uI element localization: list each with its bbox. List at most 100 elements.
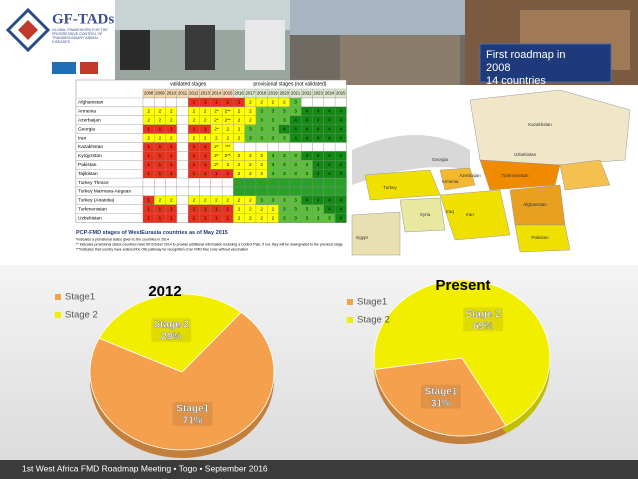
stage-value: 2	[170, 135, 173, 140]
stage-value: 2	[260, 215, 263, 220]
stage-value: 4	[317, 126, 320, 131]
stage-cell	[199, 186, 211, 197]
stage-value: 2	[193, 135, 196, 140]
stage-cell	[233, 177, 245, 188]
stage-cell	[221, 177, 234, 188]
stage-cell	[176, 195, 189, 205]
year-header: 2008	[144, 91, 154, 96]
slice-label-value: 69%	[473, 321, 493, 332]
stage-value: 1	[147, 144, 150, 149]
slice	[374, 357, 507, 437]
stage-cell	[267, 142, 279, 152]
legend-swatch	[347, 317, 353, 323]
stage-value: 3	[283, 215, 286, 220]
stage-value: 1	[204, 144, 207, 149]
legend-swatch	[55, 294, 61, 300]
stage-value: 1	[238, 100, 241, 105]
stage-cell	[221, 186, 234, 197]
stage-value: 2	[249, 198, 252, 203]
stage-value: 4	[306, 198, 309, 203]
country-name: Azerbaijan	[78, 118, 101, 124]
country-name: Turkey Marmara-Aegean	[78, 189, 131, 195]
stage-cell	[176, 213, 189, 223]
stage-cell	[154, 177, 166, 188]
stage-value: 2	[260, 206, 263, 211]
stage-value: 4	[306, 109, 309, 114]
stage-value: 2	[215, 135, 218, 140]
stage-value: 4	[317, 109, 320, 114]
stage-value: 3	[272, 135, 275, 140]
stage-value: 1	[147, 215, 150, 220]
stage-value: 3	[249, 126, 252, 131]
stage-value: 1	[159, 144, 162, 149]
stage-value: 2	[249, 206, 252, 211]
slice-label-bg	[420, 384, 461, 409]
stage-cell	[323, 177, 336, 188]
stage-value: 1	[193, 126, 196, 131]
stage-value: 3	[294, 215, 297, 220]
stage-value: 4	[328, 117, 331, 122]
stage-cell	[267, 186, 279, 197]
stage-value: 3	[272, 153, 275, 158]
stage-value: 1	[193, 162, 196, 167]
country-name: Armenia	[78, 109, 96, 115]
stage-cell	[278, 177, 291, 188]
stage-value: 2	[238, 109, 241, 114]
stage-value: 4	[328, 198, 331, 203]
stage-value: 1	[204, 171, 207, 176]
map-label: Pakistan	[531, 235, 549, 240]
stage-value: 1	[170, 162, 173, 167]
stage-cell	[323, 97, 336, 108]
stage-value: 2**	[225, 117, 231, 122]
stage-cell	[244, 142, 257, 152]
stage-value: 3	[283, 171, 286, 176]
country-name: Turkey Thrace	[78, 180, 109, 186]
stage-value: 3	[283, 109, 286, 114]
stage-cell	[176, 106, 189, 116]
year-header: 2025	[336, 91, 346, 96]
stage-cell	[289, 177, 302, 188]
stage-cell	[210, 177, 223, 188]
stage-value: 4	[317, 117, 320, 122]
stage-value: 3	[272, 126, 275, 131]
stage-cell	[301, 186, 313, 197]
stage-cell	[165, 186, 178, 197]
year-header: 2017	[246, 91, 256, 96]
stage-value: 3	[306, 162, 309, 167]
stage-value: 1	[204, 162, 207, 167]
stage-value: 4	[328, 153, 331, 158]
stage-cell	[334, 177, 347, 188]
stage-value: 1	[204, 100, 207, 105]
stage-value: 2	[193, 109, 196, 114]
table-caption: PCP-FMD stages of WestEurasia countries …	[76, 230, 228, 236]
footer-text: 1st West Africa FMD Roadmap Meeting • To…	[22, 463, 268, 473]
stage-cell	[176, 160, 189, 170]
stage-value: 2	[283, 100, 286, 105]
slice-label-bg	[172, 401, 213, 426]
stage-value: 3	[272, 171, 275, 176]
year-header: 2022	[302, 91, 312, 96]
year-header: 2018	[257, 91, 267, 96]
stage-value: 2	[249, 117, 252, 122]
year-header: 2021	[291, 91, 301, 96]
stage-value: 4	[317, 198, 320, 203]
stage-value: 4	[339, 135, 342, 140]
country-name: Turkey (Anatolia)	[78, 198, 115, 204]
stage-value: 4	[294, 126, 297, 131]
slice-label-name: Stage1	[425, 386, 458, 397]
stage-value: 1	[159, 215, 162, 220]
stage-value: 1	[204, 126, 207, 131]
slice-label-bg	[151, 318, 192, 343]
stage-cell	[188, 177, 200, 188]
stage-value: 1	[170, 171, 173, 176]
stage-cell	[176, 177, 189, 188]
stage-value: 3	[272, 109, 275, 114]
map-label: Syria	[420, 212, 431, 217]
stage-value: 4	[328, 135, 331, 140]
stage-cell	[323, 142, 336, 152]
stage-value: 1	[170, 126, 173, 131]
stage-value: 3	[272, 162, 275, 167]
stage-cell	[142, 186, 155, 197]
stage-value: 2	[147, 109, 150, 114]
stage-value: 1	[147, 206, 150, 211]
